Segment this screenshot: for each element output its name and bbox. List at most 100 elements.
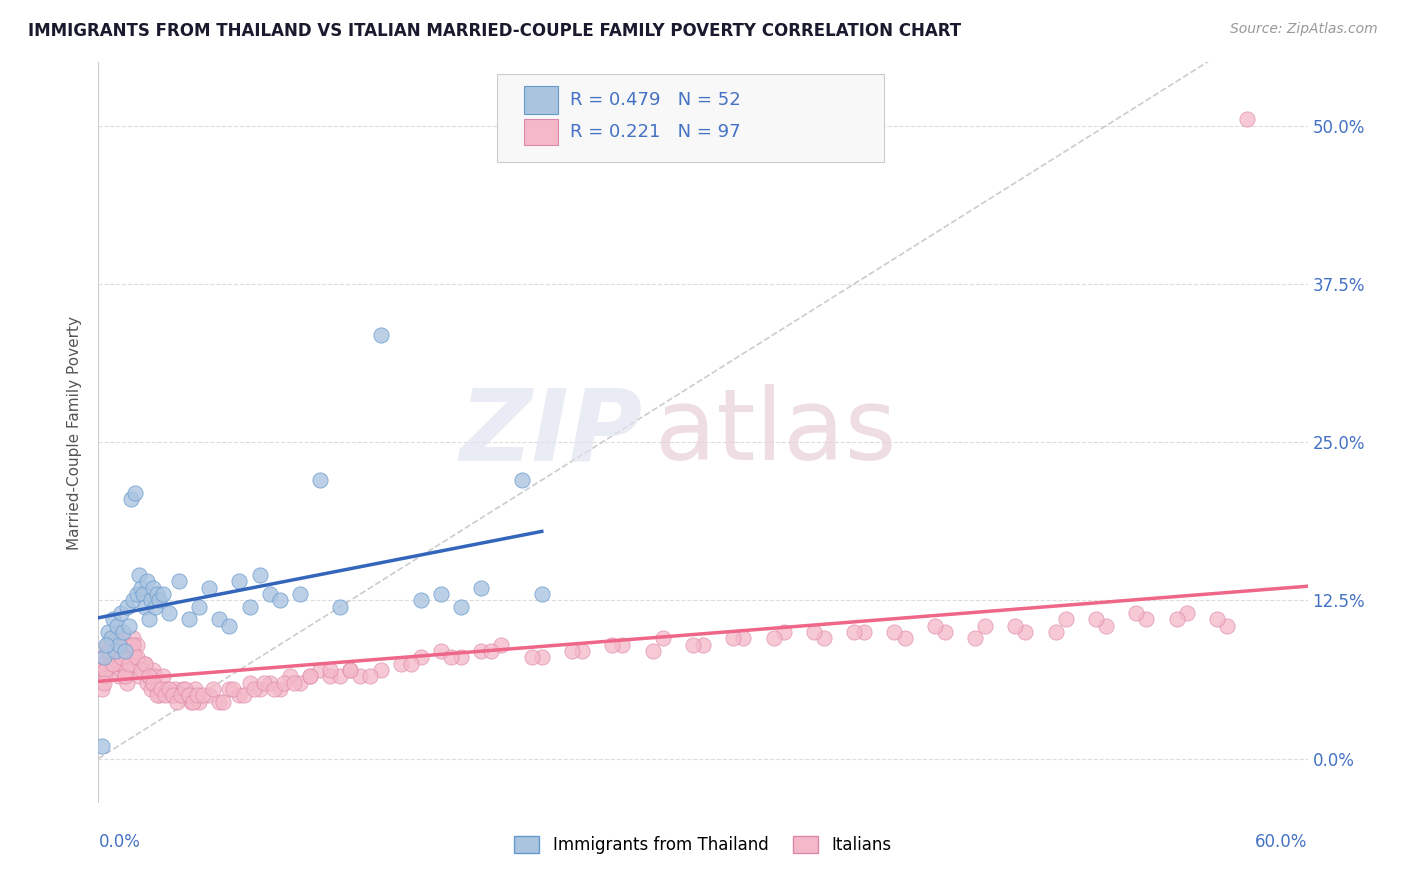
Point — [974, 618, 997, 632]
Point — [762, 632, 785, 646]
Point — [1135, 612, 1157, 626]
Point — [188, 599, 211, 614]
Point — [146, 688, 169, 702]
Point — [146, 681, 169, 696]
Point — [107, 638, 129, 652]
Point — [112, 657, 135, 671]
Point — [222, 681, 245, 696]
Point — [124, 650, 146, 665]
Point — [179, 688, 201, 702]
Point — [167, 688, 190, 702]
Point — [188, 694, 211, 708]
Point — [105, 624, 128, 639]
Point — [299, 669, 322, 683]
Point — [152, 669, 174, 683]
Point — [93, 650, 115, 665]
Point — [259, 587, 281, 601]
Point — [146, 587, 169, 601]
Point — [288, 675, 311, 690]
Point — [110, 663, 132, 677]
Point — [1125, 606, 1147, 620]
Point — [98, 644, 121, 658]
Point — [121, 644, 143, 658]
Point — [202, 681, 225, 696]
Point — [530, 650, 553, 665]
Point — [249, 568, 271, 582]
Point — [101, 657, 124, 671]
Point — [93, 650, 115, 665]
Point — [883, 624, 905, 639]
Point — [692, 638, 714, 652]
Point — [118, 638, 141, 652]
Point — [228, 688, 250, 702]
Point — [138, 612, 160, 626]
Point — [180, 694, 202, 708]
Point — [125, 638, 148, 652]
Point — [1085, 612, 1108, 626]
Point — [360, 669, 382, 683]
Point — [561, 644, 583, 658]
Point — [111, 624, 134, 639]
Point — [218, 681, 240, 696]
Point — [110, 650, 132, 665]
Point — [121, 638, 143, 652]
Point — [105, 632, 128, 646]
Point — [329, 599, 352, 614]
Point — [269, 681, 291, 696]
Point — [844, 624, 866, 639]
Point — [179, 612, 201, 626]
Point — [129, 657, 152, 671]
Point — [329, 669, 352, 683]
Point — [174, 681, 197, 696]
Point — [129, 663, 152, 677]
Point — [450, 650, 472, 665]
Point — [122, 650, 145, 665]
Point — [143, 669, 166, 683]
Point — [239, 675, 262, 690]
Point — [269, 593, 291, 607]
Text: ZIP: ZIP — [460, 384, 643, 481]
Point — [156, 681, 179, 696]
Point — [370, 327, 392, 342]
Point — [114, 669, 136, 683]
Point — [114, 663, 136, 677]
Point — [91, 681, 114, 696]
Point — [893, 632, 915, 646]
Point — [148, 593, 170, 607]
Point — [142, 581, 165, 595]
Bar — [524, 87, 558, 114]
Point — [242, 681, 264, 696]
Point — [253, 675, 276, 690]
Point — [100, 657, 122, 671]
Point — [409, 593, 432, 607]
Point — [94, 663, 117, 677]
Point — [97, 650, 120, 665]
Point — [157, 606, 180, 620]
Point — [125, 650, 148, 665]
Point — [125, 587, 148, 601]
Point — [103, 638, 125, 652]
Point — [96, 638, 118, 652]
Text: IMMIGRANTS FROM THAILAND VS ITALIAN MARRIED-COUPLE FAMILY POVERTY CORRELATION CH: IMMIGRANTS FROM THAILAND VS ITALIAN MARR… — [28, 22, 962, 40]
Point — [104, 632, 127, 646]
Point — [143, 599, 166, 614]
Point — [571, 644, 593, 658]
Point — [97, 644, 120, 658]
Point — [803, 624, 825, 639]
Point — [853, 624, 876, 639]
Point — [399, 657, 422, 671]
Bar — [524, 120, 558, 145]
Point — [723, 632, 745, 646]
Point — [481, 644, 503, 658]
Point — [176, 688, 198, 702]
Point — [115, 675, 138, 690]
Point — [186, 688, 208, 702]
Point — [142, 675, 165, 690]
Point — [153, 688, 176, 702]
Point — [134, 657, 156, 671]
Point — [160, 688, 183, 702]
Point — [139, 681, 162, 696]
Point — [965, 632, 987, 646]
Point — [108, 657, 131, 671]
Point — [924, 618, 946, 632]
